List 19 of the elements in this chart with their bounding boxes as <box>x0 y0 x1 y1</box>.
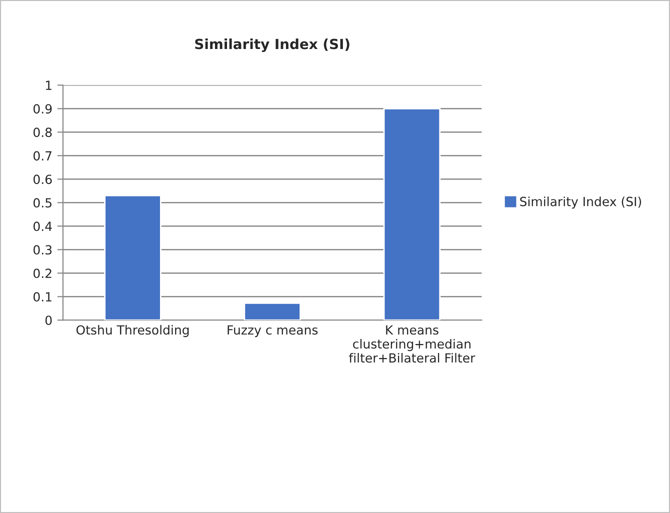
y-tick-label: 0.4 <box>34 222 52 232</box>
y-tick-label: 0.1 <box>34 292 52 302</box>
bar <box>244 302 301 320</box>
x-tick-label: Fuzzy c means <box>228 325 318 338</box>
x-tick-label: K means clustering+median filter+Bilateral Filter <box>348 325 476 363</box>
y-tick-label: 0.8 <box>34 128 52 138</box>
y-tick-label: 0.5 <box>34 198 52 208</box>
chart-title: Similarity Index (SI) <box>195 38 350 52</box>
y-tick-label: 0.3 <box>34 245 52 255</box>
legend-label: Similarity Index (SI) <box>520 196 642 209</box>
y-tick-label: 0.7 <box>34 151 52 161</box>
bar <box>104 194 162 320</box>
y-tick-label: 1 <box>46 80 52 90</box>
y-tick-label: 0.2 <box>34 268 52 278</box>
x-tick-label: Otshu Thresolding <box>76 324 189 338</box>
y-tick-label: 0.9 <box>34 104 52 114</box>
bar <box>383 108 441 320</box>
y-tick-label: 0.6 <box>34 174 52 184</box>
y-tick-label: 0 <box>45 316 52 326</box>
